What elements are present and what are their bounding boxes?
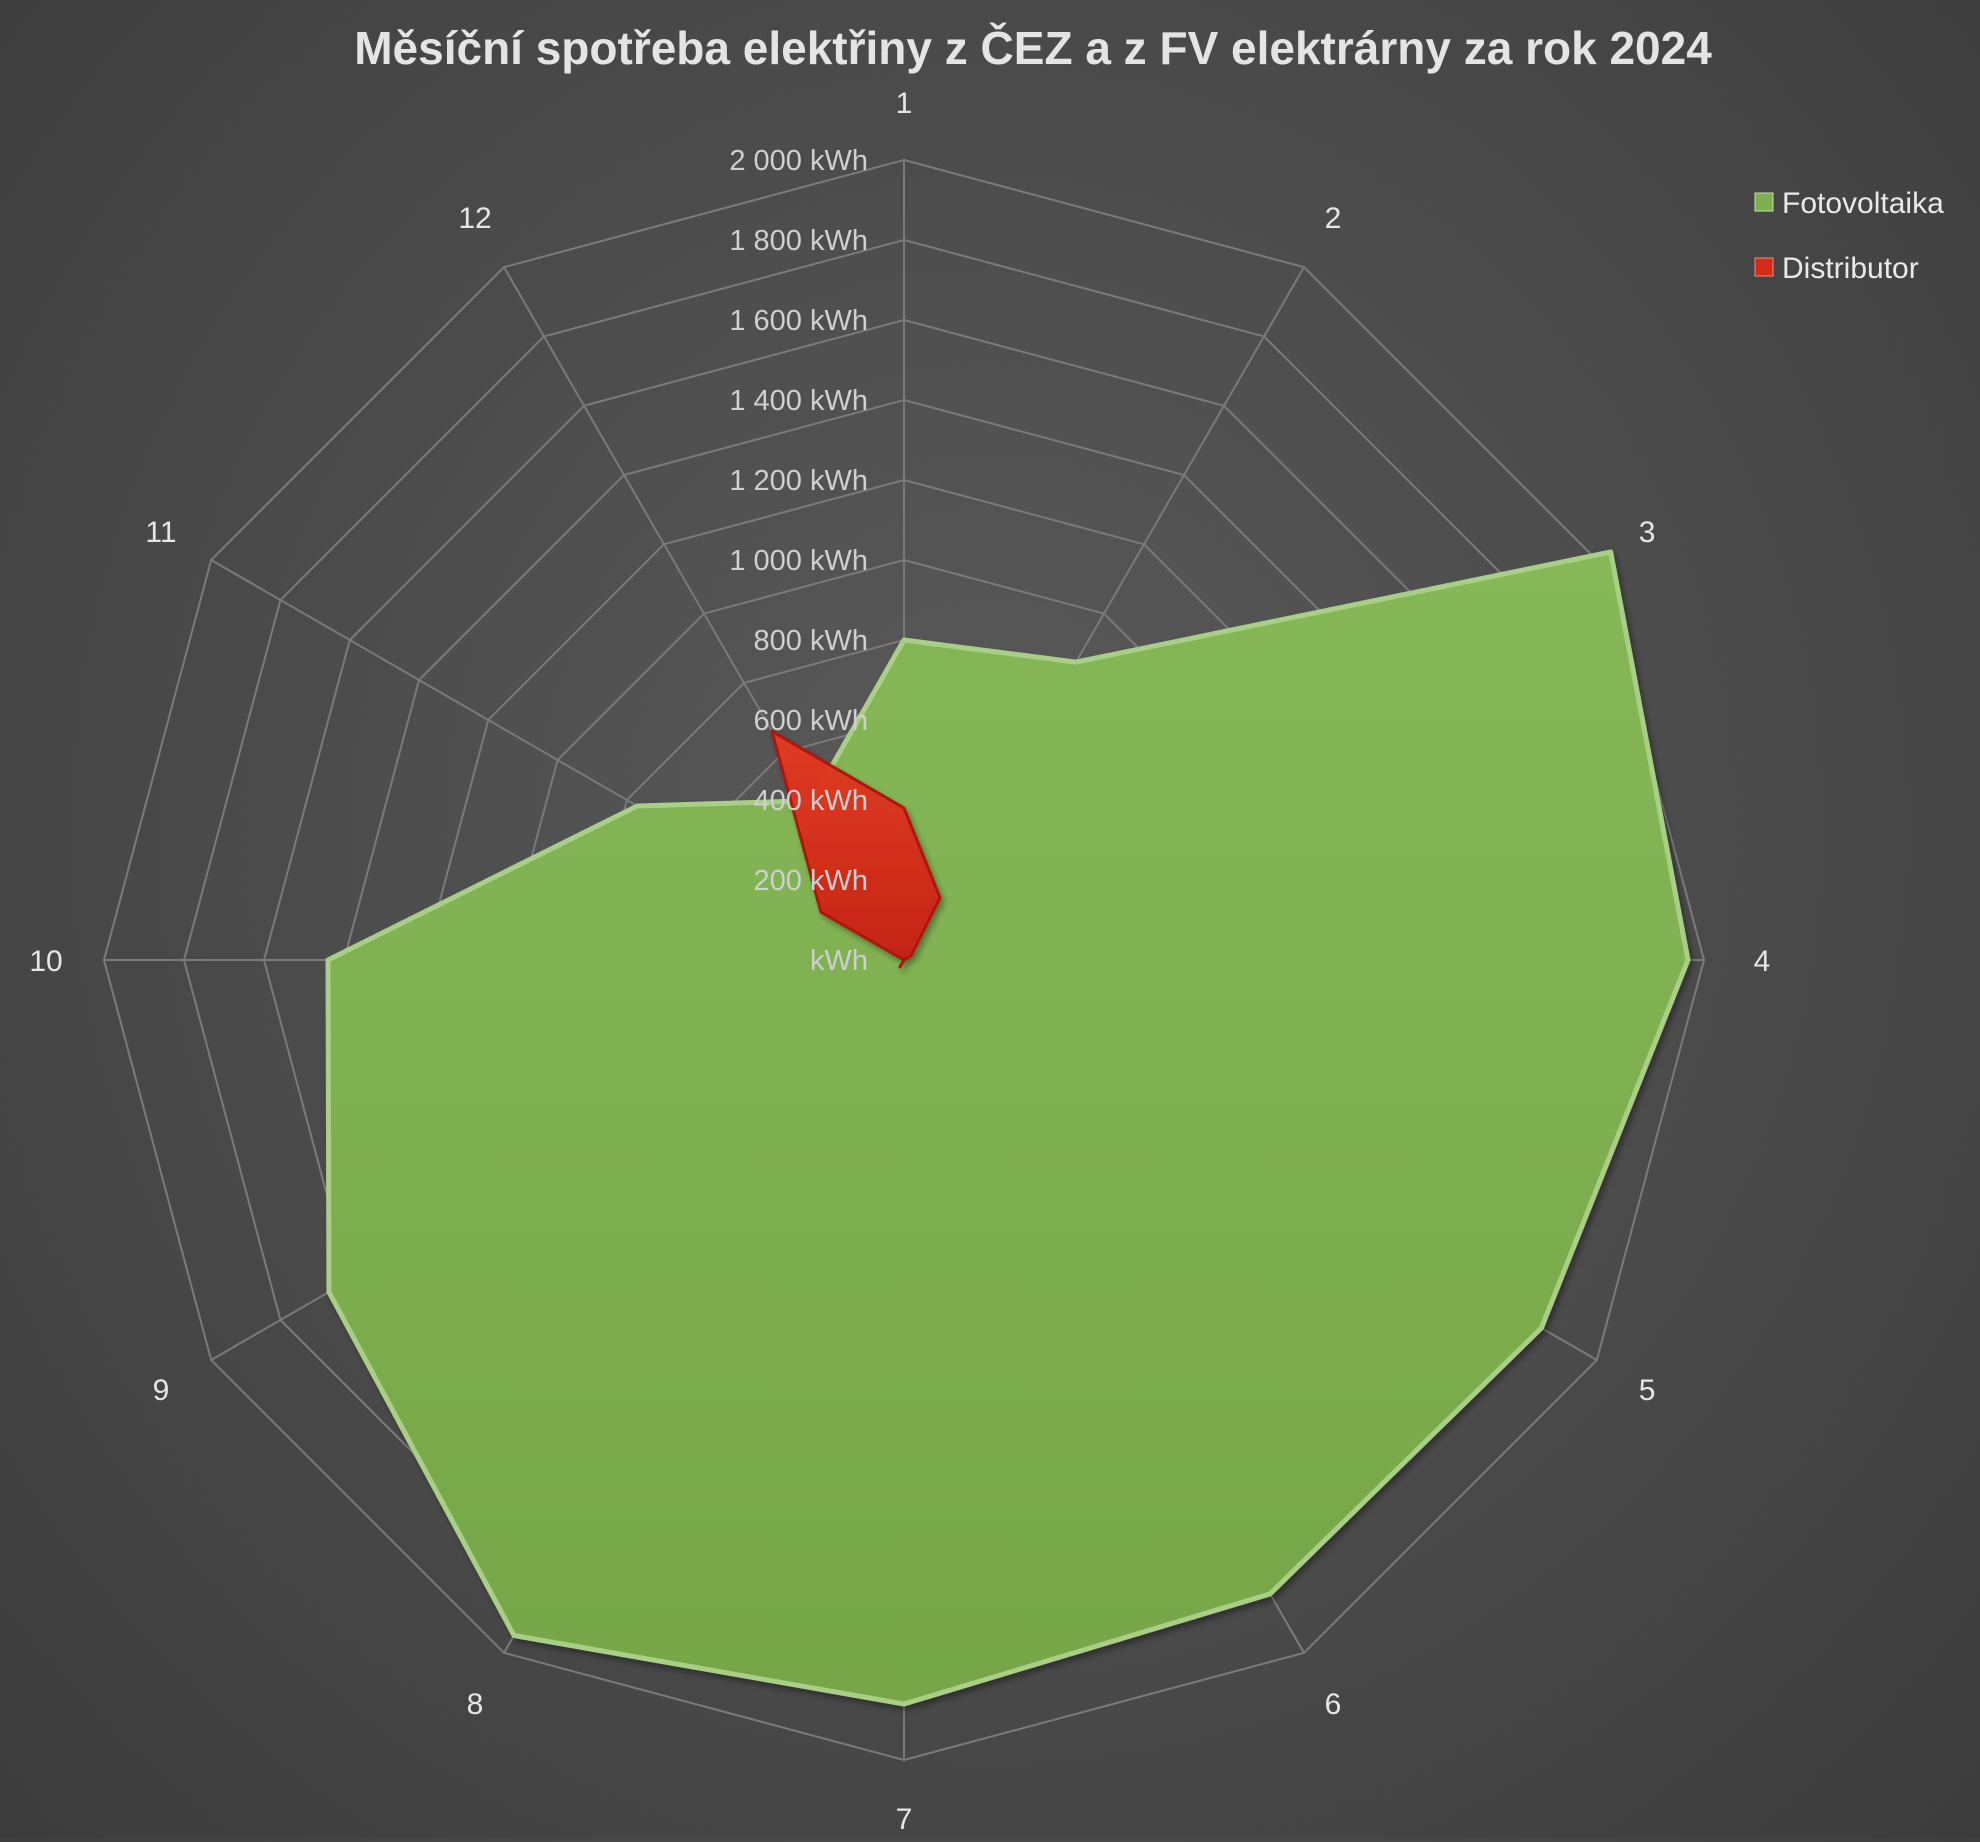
data-point-distributor-1[interactable] [902, 806, 907, 811]
radial-tick-labels: kWh 200 kWh 400 kWh 600 kWh 800 kWh 1 000 kWh… [729, 145, 868, 977]
radial-tick-label: 1 600 kWh [729, 305, 868, 337]
data-point-distributor-10[interactable] [902, 958, 907, 963]
legend-label-distributor: Distributor [1782, 252, 1919, 285]
legend-item-fotovoltaika[interactable]: Fotovoltaika [1754, 187, 1944, 220]
category-label-12: 12 [458, 202, 491, 235]
radial-tick-label: 600 kWh [754, 705, 868, 737]
radial-tick-label: 1 400 kWh [729, 385, 868, 417]
data-point-fotovoltaika-10[interactable] [326, 958, 331, 963]
radial-tick-label: 2 000 kWh [729, 145, 868, 177]
series-layer [325, 549, 1691, 1707]
data-point-distributor-2[interactable] [938, 895, 943, 900]
data-point-fotovoltaika-2[interactable] [1074, 660, 1079, 665]
category-label-10: 10 [29, 945, 62, 978]
legend-label-fotovoltaika: Fotovoltaika [1782, 187, 1944, 220]
category-label-11: 11 [145, 516, 176, 549]
radial-tick-label: 1 200 kWh [729, 465, 868, 497]
category-label-4: 4 [1754, 945, 1771, 978]
data-point-fotovoltaika-5[interactable] [1539, 1326, 1544, 1331]
chart-title: Měsíční spotřeba elektřiny z ČEZ a z FV … [354, 22, 1712, 74]
category-label-2: 2 [1325, 202, 1342, 235]
series-area-distributor[interactable] [770, 729, 942, 969]
radial-tick-label: 1 800 kWh [729, 225, 868, 257]
data-point-distributor-11[interactable] [818, 910, 823, 915]
legend-item-distributor[interactable]: Distributor [1754, 252, 1919, 285]
data-point-distributor-3[interactable] [908, 954, 913, 959]
legend-swatch-distributor [1754, 257, 1774, 277]
data-point-fotovoltaika-4[interactable] [1686, 958, 1691, 963]
data-point-fotovoltaika-6[interactable] [1268, 1591, 1273, 1596]
data-point-fotovoltaika-3[interactable] [1608, 550, 1613, 555]
radial-tick-label: 200 kWh [754, 865, 868, 897]
category-label-9: 9 [153, 1374, 170, 1407]
legend: Fotovoltaika Distributor [1754, 187, 1944, 285]
data-point-fotovoltaika-9[interactable] [326, 1290, 331, 1295]
category-label-1: 1 [896, 87, 913, 120]
data-point-fotovoltaika-8[interactable] [512, 1633, 517, 1638]
category-label-8: 8 [467, 1688, 484, 1721]
data-point-fotovoltaika-11[interactable] [635, 804, 640, 809]
category-label-5: 5 [1639, 1374, 1656, 1407]
category-label-7: 7 [896, 1803, 913, 1836]
legend-swatch-fotovoltaika [1754, 192, 1774, 212]
radial-tick-label: kWh [810, 945, 868, 977]
data-point-distributor-8[interactable] [898, 964, 903, 969]
category-label-3: 3 [1639, 516, 1656, 549]
radial-tick-label: 400 kWh [754, 785, 868, 817]
data-point-fotovoltaika-1[interactable] [902, 638, 907, 643]
radial-tick-label: 800 kWh [754, 625, 868, 657]
radial-tick-label: 1 000 kWh [729, 545, 868, 577]
series-area-fotovoltaika[interactable] [325, 549, 1691, 1707]
category-label-6: 6 [1325, 1688, 1342, 1721]
data-point-fotovoltaika-7[interactable] [902, 1702, 907, 1707]
